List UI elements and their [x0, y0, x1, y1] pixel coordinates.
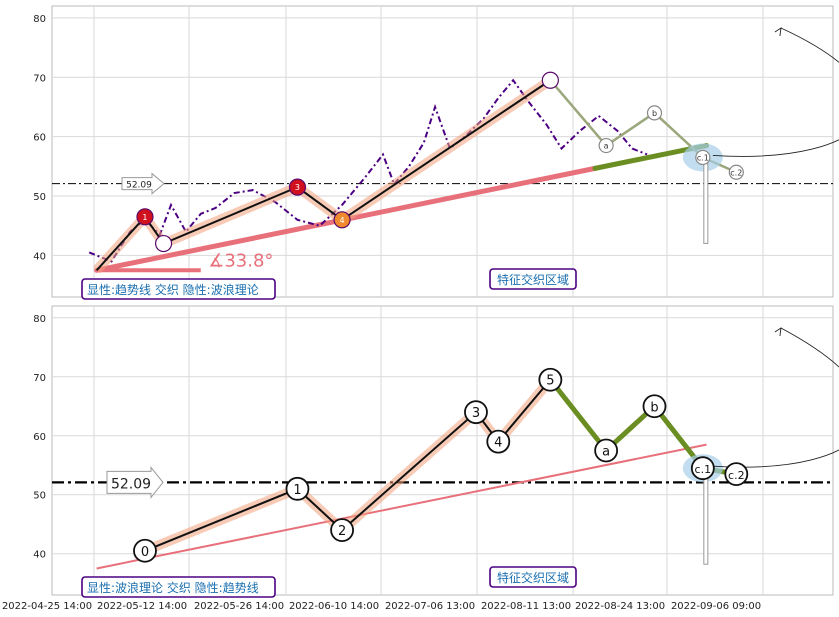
- x-tick-label: 2022-04-25 14:00: [2, 601, 92, 612]
- wave-point-marker: [288, 178, 307, 196]
- wave-point-marker: [333, 211, 351, 229]
- impulse-wave-line: [95, 79, 551, 271]
- zone-marker-bar: [703, 473, 709, 565]
- trend-angle-label: ∡33.8°: [208, 250, 273, 271]
- bottom-panel: 40 50 60 70 80 52.09 0 1 2 34 5 a b c.1 c.2 特征交织区域显性:波浪…: [33, 305, 839, 598]
- wave-point-marker: [594, 438, 619, 463]
- wave-point-label: a: [602, 445, 610, 460]
- wave-point-marker: [154, 234, 173, 253]
- corner-label-box: [81, 278, 276, 300]
- wave-point-label: 4: [340, 216, 345, 225]
- wave-point-label: b: [650, 400, 658, 415]
- y-tick-label: 70: [33, 73, 46, 84]
- wave-point-label: 3: [295, 183, 300, 192]
- y-tick-label: 80: [33, 14, 46, 25]
- wave-point-label: c.2: [730, 168, 742, 177]
- plot-frame: [51, 305, 834, 596]
- x-tick-label: 2022-07-06 13:00: [385, 601, 475, 612]
- wave-point-marker: [133, 538, 157, 563]
- wave-point-marker: [724, 462, 749, 486]
- wave-point-label: b: [652, 109, 657, 118]
- wave-point-marker: [285, 476, 310, 501]
- y-tick-label: 50: [33, 491, 46, 502]
- wave-point-label: 5: [548, 76, 553, 85]
- hline-value-label: 52.09: [126, 181, 152, 191]
- wave-point-label: c.1: [695, 463, 712, 476]
- zone-label-box: [489, 268, 577, 290]
- x-tick-label: 2022-05-12 14:00: [97, 601, 187, 612]
- x-tick-label: 2022-06-10 14:00: [289, 601, 379, 612]
- corner-label: 显性:波浪理论 交织 隐性:趋势线: [87, 580, 259, 595]
- trendline: [96, 443, 707, 570]
- projection-arrowhead: [774, 327, 782, 337]
- y-tick-label: 80: [33, 314, 46, 325]
- top-panel: 40 50 60 70 80 52.09 ∡33.8° 1 2 3 4 5 a b c.1 c.2 特征交织区域…: [33, 5, 839, 300]
- projection-arrowhead: [774, 27, 782, 37]
- wave-point-label: 2: [161, 240, 166, 249]
- corner-label: 显性:趋势线 交织 隐性:波浪理论: [87, 282, 259, 297]
- wave-point-label: 4: [494, 436, 502, 451]
- wave-point-marker: [538, 367, 563, 392]
- wave-point-marker: [728, 164, 744, 180]
- wave-point-marker: [541, 71, 559, 89]
- wave-point-marker: [486, 429, 511, 454]
- x-axis: 2022-04-25 14:00 2022-05-12 14:00 2022-05-…: [2, 601, 761, 612]
- zone-marker-bar: [703, 162, 709, 244]
- y-tick-label: 60: [33, 133, 46, 144]
- y-tick-label: 40: [33, 251, 46, 262]
- wave-point-label: 1: [293, 483, 301, 498]
- zone-label: 特征交织区域: [497, 570, 569, 585]
- wave-point-marker: [464, 400, 488, 425]
- corner-label-box: [81, 576, 276, 598]
- wave-point-marker: [598, 137, 614, 154]
- hline-value-label: 52.09: [111, 476, 151, 492]
- wave-point-marker: [642, 394, 667, 419]
- x-tick-label: 2022-08-24 13:00: [575, 601, 665, 612]
- wave-point-label: 0: [141, 545, 149, 560]
- y-tick-label: 60: [33, 432, 46, 443]
- projection-curve: [712, 327, 839, 468]
- wave-point-marker: [695, 149, 711, 166]
- wave-point-marker: [136, 208, 154, 226]
- wave-point-label: 5: [546, 374, 554, 389]
- wave-point-label: 1: [142, 213, 147, 222]
- hline-value-tag: [121, 172, 165, 195]
- y-tick-label: 40: [33, 550, 46, 561]
- wave-point-marker: [646, 105, 663, 121]
- x-tick-label: 2022-09-06 09:00: [671, 601, 761, 612]
- impulse-wave-line: [144, 379, 552, 552]
- wave-point-label: 3: [472, 406, 480, 421]
- x-tick-label: 2022-05-26 14:00: [194, 601, 284, 612]
- wave-point-label: c.1: [697, 153, 709, 162]
- zone-label: 特征交织区域: [497, 272, 569, 287]
- wave-point-marker: [690, 456, 715, 481]
- wave-point-label: c.2: [728, 469, 745, 482]
- y-tick-label: 50: [33, 192, 46, 203]
- zone-label-box: [489, 566, 577, 588]
- wave-point-label: a: [604, 142, 609, 151]
- y-tick-label: 70: [33, 373, 46, 384]
- wave-point-marker: [330, 518, 354, 543]
- x-tick-label: 2022-08-11 13:00: [481, 601, 571, 612]
- price-series-line: [88, 78, 648, 263]
- wave-point-label: 2: [338, 524, 346, 539]
- projection-curve: [712, 27, 839, 157]
- hline-value-tag: [106, 465, 164, 499]
